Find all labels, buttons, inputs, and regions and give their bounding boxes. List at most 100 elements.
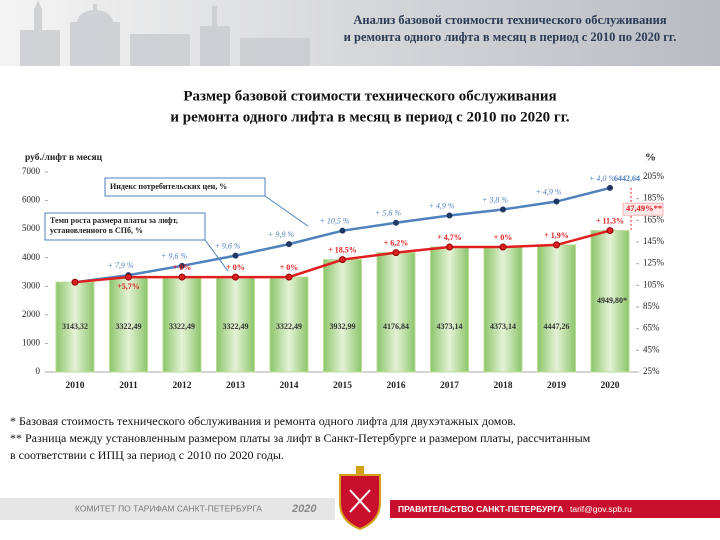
x-tick-label: 2019: [547, 381, 566, 391]
bar-value-label: 4176,84: [383, 322, 409, 331]
legend-entry: Темп роста размера платы за лифт, устано…: [50, 216, 178, 235]
bar-value-label: 3143,32: [62, 322, 88, 331]
footnote: * Базовая стоимость технического обслужи…: [10, 414, 516, 428]
y-tick-label: 7000: [22, 166, 41, 176]
growth-label: + 4,0 %: [589, 174, 615, 183]
bar-value-label: 4373,14: [437, 322, 463, 331]
y2-tick-label: 165%: [643, 214, 665, 224]
x-tick-label: 2018: [494, 381, 513, 391]
y-tick-label: 1000: [22, 337, 41, 347]
series-marker: [446, 212, 453, 219]
series-marker: [71, 278, 79, 286]
series-marker: [607, 184, 613, 191]
growth-label: + 0%: [173, 263, 192, 272]
footer-band: [0, 498, 335, 520]
legend-arrow: [264, 195, 309, 227]
y-tick-label: 0: [36, 366, 41, 376]
y-tick-label: 2000: [22, 309, 41, 319]
y2-tick-label: 85%: [643, 301, 660, 311]
series-marker: [500, 206, 506, 213]
x-tick-label: 2020: [601, 381, 620, 391]
legend-entry: Индекс потребительских цен, %: [110, 182, 228, 191]
growth-label: + 4,9 %: [428, 201, 454, 210]
x-tick-label: 2014: [280, 381, 299, 391]
bar: [590, 230, 630, 373]
series-marker: [446, 243, 453, 251]
legend-box: [44, 212, 206, 241]
series-marker: [606, 227, 614, 235]
growth-label: + 6,2%: [384, 238, 409, 247]
y2-tick-label: 185%: [643, 193, 665, 203]
annotation-box: [622, 202, 664, 216]
legend-box: [104, 177, 266, 197]
bar: [109, 276, 148, 373]
series-marker: [232, 273, 239, 281]
footer-government: ПРАВИТЕЛЬСТВО САНКТ-ПЕТЕРБУРГА: [398, 504, 563, 514]
series-marker: [232, 252, 239, 259]
y2-tick-label: 205%: [643, 171, 665, 181]
growth-label: + 0%: [494, 233, 513, 242]
y2-tick-label: 125%: [643, 258, 665, 268]
header-title: и ремонта одного лифта в месяц в период …: [344, 30, 677, 44]
x-tick-label: 2015: [333, 381, 352, 391]
growth-label: + 7,9 %: [107, 261, 133, 270]
series-value-label: 6442,64: [614, 174, 640, 183]
legend-arrow: [204, 239, 229, 272]
growth-label: + 0%: [280, 263, 299, 272]
x-tick-label: 2012: [173, 381, 192, 391]
y-tick-label: 4000: [22, 252, 41, 262]
series-marker: [553, 198, 560, 205]
growth-label: + 9,6 %: [161, 252, 187, 261]
series-marker: [339, 256, 346, 264]
bar-value-label: 3322,49: [116, 322, 142, 331]
legend-label: Индекс потребительских цен, %: [110, 182, 228, 191]
bar: [323, 259, 362, 373]
bar-value-label: 3932,99: [330, 322, 356, 331]
y-tick-label: 6000: [22, 195, 41, 205]
series-marker: [125, 273, 132, 281]
bar: [55, 281, 95, 373]
growth-label: + 5,6 %: [375, 209, 401, 218]
y-tick-label: 3000: [22, 280, 41, 290]
footnote: в соответствии с ИПЦ за период с 2010 по…: [10, 448, 284, 462]
plot: 0 1000 2000 3000 4000 5000 6000 7000 25% 45% 65% 85…: [22, 166, 665, 391]
series-marker: [286, 241, 292, 248]
growth-label: + 9,6 %: [214, 241, 240, 250]
y-tick-label: 5000: [22, 223, 41, 233]
x-tick-label: 2013: [226, 381, 245, 391]
bar-value-label: 4373,14: [490, 322, 516, 331]
bar: [269, 276, 309, 373]
bar-value-label: 4949,80*: [597, 296, 627, 305]
legend-label: Темп роста размера платы за лифт, устано…: [50, 216, 178, 235]
series-marker: [499, 243, 507, 251]
growth-label: + 18,5%: [328, 245, 357, 254]
series-marker: [553, 241, 560, 249]
series-marker: [339, 227, 346, 234]
growth-label: + 10,5 %: [319, 217, 349, 226]
series-marker: [179, 262, 185, 269]
growth-label: +5,7%: [117, 282, 140, 291]
bar-value-label: 3322,49: [169, 322, 195, 331]
y2-axis-label: %: [645, 152, 656, 164]
series-marker: [392, 249, 400, 257]
bar-value-label: 3322,49: [223, 322, 249, 331]
chart-title: Размер базовой стоимости технического об…: [183, 88, 556, 104]
footer-committee: КОМИТЕТ ПО ТАРИФАМ САНКТ-ПЕТЕРБУРГА: [75, 503, 262, 513]
y2-tick-label: 145%: [643, 236, 665, 246]
y2-tick-label: 105%: [643, 279, 665, 289]
footer-year: 2020: [291, 503, 317, 515]
bar: [376, 252, 416, 373]
series-marker: [178, 273, 186, 281]
bar: [162, 276, 202, 373]
y2-tick-label: 65%: [643, 323, 660, 333]
skyline: [20, 0, 310, 66]
x-tick-label: 2011: [119, 381, 138, 391]
emblem: [339, 466, 381, 531]
footer-email: tarif@gov.spb.ru: [570, 504, 632, 514]
growth-label: + 3,8 %: [482, 195, 508, 204]
footnote: ** Разница между установленным размером …: [10, 431, 591, 445]
bar: [430, 246, 469, 373]
growth-label: + 9,9 %: [268, 230, 294, 239]
chart-title: и ремонта одного лифта в месяц в период …: [170, 109, 569, 125]
